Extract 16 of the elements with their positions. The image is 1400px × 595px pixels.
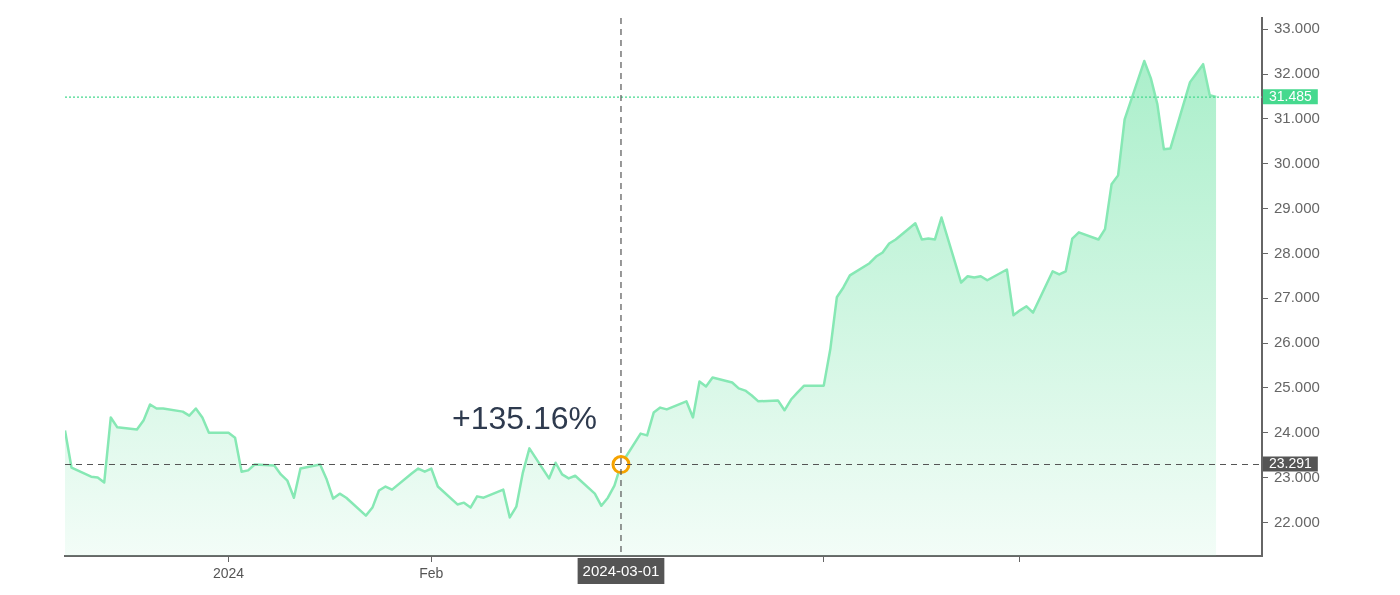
y-tick-label: 33.000	[1274, 19, 1320, 37]
y-tick-label: 30.000	[1274, 153, 1320, 171]
y-tick-label: 31.000	[1274, 109, 1320, 127]
y-tick-label: 24.000	[1274, 422, 1320, 440]
y-tick-label: 28.000	[1274, 243, 1320, 261]
x-tick-label: Feb	[419, 565, 444, 582]
y-tick-label: 27.000	[1274, 288, 1320, 306]
annotation: +135.16%	[451, 399, 597, 436]
y-tick-label: 29.000	[1274, 198, 1320, 216]
y-tick-label: 26.000	[1274, 333, 1320, 351]
y-tick-label: 32.000	[1274, 64, 1320, 82]
ref-line-label: 2024-03-01	[582, 562, 660, 580]
x-tick-label: 2024	[212, 565, 245, 582]
y-tick-label: 22.000	[1274, 512, 1320, 530]
ref-line-label: 31.485	[1269, 87, 1313, 104]
y-tick-label: 25.000	[1274, 378, 1320, 396]
